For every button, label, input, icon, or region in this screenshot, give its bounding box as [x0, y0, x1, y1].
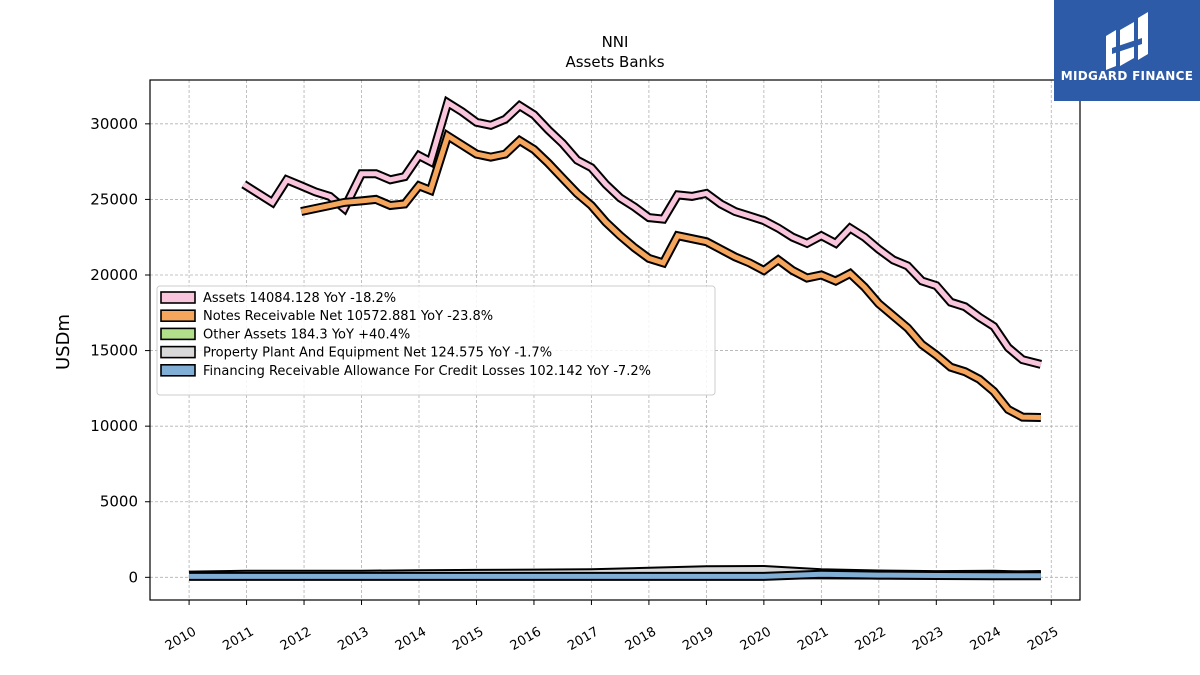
x-tick-label: 2015 — [450, 624, 486, 654]
x-tick-label: 2020 — [738, 624, 774, 654]
legend-label: Notes Receivable Net 10572.881 YoY -23.8… — [203, 309, 493, 324]
x-tick-label: 2010 — [163, 624, 199, 654]
x-tick-label: 2014 — [393, 624, 429, 654]
legend-label: Other Assets 184.3 YoY +40.4% — [203, 327, 410, 342]
legend-swatch — [160, 363, 196, 377]
legend-item: Property Plant And Equipment Net 124.575… — [160, 345, 552, 361]
legend-swatch — [160, 291, 196, 304]
series-assets — [241, 95, 1043, 369]
plot-frame — [149, 79, 1081, 601]
legend-item: Other Assets 184.3 YoY +40.4% — [160, 327, 410, 342]
y-tick-label: 15000 — [90, 342, 138, 360]
y-tick-label: 20000 — [90, 266, 138, 284]
series-line — [189, 571, 1041, 579]
y-tick-label: 5000 — [100, 493, 138, 511]
midgard-finance-logo: MIDGARD FINANCE — [1054, 0, 1200, 101]
y-axis-label: USDm — [53, 314, 74, 370]
logo-text: MIDGARD FINANCE — [1060, 69, 1194, 83]
x-tick-label: 2019 — [680, 624, 716, 654]
x-tick-label: 2022 — [853, 624, 889, 654]
legend-label: Financing Receivable Allowance For Credi… — [203, 364, 651, 379]
chart-subtitle: Assets Banks — [565, 53, 664, 71]
x-tick-label: 2023 — [910, 624, 946, 654]
legend: Assets 14084.128 YoY -18.2% Notes Receiva… — [156, 285, 716, 396]
x-tick-label: 2021 — [795, 624, 831, 654]
x-tick-label: 2016 — [508, 624, 544, 654]
series-financing-receivable-allowance-for-credit-losses — [189, 569, 1041, 581]
series-notes-receivable-net — [300, 128, 1041, 422]
legend-swatch — [160, 327, 196, 341]
legend-item: Assets 14084.128 YoY -18.2% — [160, 291, 396, 306]
x-tick-label: 2024 — [968, 624, 1004, 654]
legend-swatch — [160, 309, 196, 323]
series-line — [300, 132, 1041, 420]
y-tick-label: 25000 — [90, 190, 138, 208]
y-tick-label: 0 — [128, 568, 138, 586]
legend-swatch — [160, 345, 196, 359]
legend-item: Notes Receivable Net 10572.881 YoY -23.8… — [160, 309, 493, 324]
x-tick-label: 2018 — [623, 624, 659, 654]
x-tick-label: 2017 — [565, 624, 601, 654]
chart-title: NNI — [602, 33, 629, 51]
x-tick-label: 2012 — [278, 624, 314, 654]
legend-item: Financing Receivable Allowance For Credi… — [160, 363, 651, 379]
x-tick-label: 2011 — [220, 624, 256, 654]
logo-mark-icon — [1106, 12, 1148, 70]
y-tick-label: 10000 — [90, 417, 138, 435]
x-tick-label: 2013 — [335, 624, 371, 654]
legend-label: Assets 14084.128 YoY -18.2% — [203, 291, 396, 306]
series-layer — [189, 95, 1043, 581]
legend-label: Property Plant And Equipment Net 124.575… — [203, 346, 552, 361]
y-tick-label: 30000 — [90, 115, 138, 133]
series-line — [242, 98, 1042, 367]
x-tick-label: 2025 — [1025, 624, 1061, 654]
legend-frame — [156, 285, 716, 396]
